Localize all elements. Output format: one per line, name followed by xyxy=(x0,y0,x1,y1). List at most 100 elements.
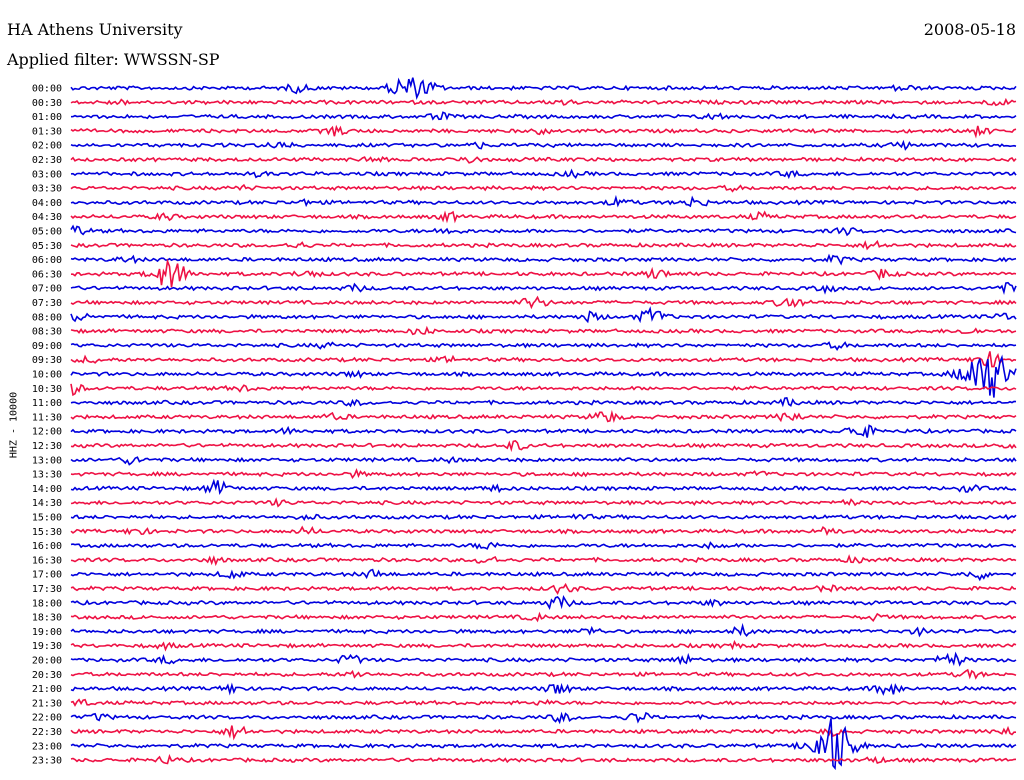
trace-line xyxy=(70,718,1017,771)
trace-line xyxy=(70,239,1017,251)
time-label: 20:30 xyxy=(32,670,62,681)
time-label: 07:30 xyxy=(32,298,62,309)
trace-line xyxy=(71,258,1017,288)
trace-line xyxy=(70,183,1017,193)
trace-line xyxy=(70,168,1017,180)
trace-line xyxy=(70,513,1017,521)
trace-line xyxy=(70,611,1017,623)
trace-line xyxy=(70,397,1017,408)
time-label: 13:30 xyxy=(32,470,62,481)
trace-line xyxy=(70,456,1017,466)
trace-line xyxy=(70,295,1017,310)
trace-line xyxy=(70,668,1017,680)
time-label: 20:00 xyxy=(32,656,62,667)
trace-line xyxy=(70,478,1017,496)
time-label: 23:00 xyxy=(32,741,62,752)
time-label: 10:30 xyxy=(32,384,62,395)
trace-line xyxy=(70,424,1017,438)
trace-line xyxy=(70,210,1017,224)
trace-line xyxy=(70,341,1017,351)
trace-line xyxy=(70,325,1017,336)
time-label: 15:30 xyxy=(32,527,62,538)
trace-line xyxy=(70,306,1017,324)
time-label: 08:30 xyxy=(32,327,62,338)
trace-line xyxy=(70,554,1017,567)
time-label: 01:30 xyxy=(32,126,62,137)
trace-line xyxy=(70,525,1017,537)
station-title: HA Athens University xyxy=(7,20,183,39)
trace-line xyxy=(70,281,1017,295)
time-label: 13:00 xyxy=(32,455,62,466)
trace-line xyxy=(70,354,1017,398)
time-label: 22:00 xyxy=(32,713,62,724)
time-label: 12:30 xyxy=(32,441,62,452)
trace-line xyxy=(70,77,1017,101)
time-label: 03:30 xyxy=(32,184,62,195)
time-label: 09:00 xyxy=(32,341,62,352)
time-label: 18:30 xyxy=(32,613,62,624)
trace-line xyxy=(70,224,1017,237)
trace-line xyxy=(70,194,1017,208)
time-label: 09:30 xyxy=(32,355,62,366)
time-label: 17:30 xyxy=(32,584,62,595)
trace-line xyxy=(70,594,1017,610)
trace-line xyxy=(70,253,1017,266)
time-label: 05:00 xyxy=(32,227,62,238)
time-label: 23:30 xyxy=(32,756,62,767)
time-label-group: 00:00 00:30 01:00 01:30 02:00 02:30 03:00 03:30… xyxy=(32,84,62,767)
time-label: 11:00 xyxy=(32,398,62,409)
time-label: 06:30 xyxy=(32,269,62,280)
time-label: 19:30 xyxy=(32,641,62,652)
time-label: 07:00 xyxy=(32,284,62,295)
time-label: 10:00 xyxy=(32,370,62,381)
time-label: 11:30 xyxy=(32,412,62,423)
time-label: 17:00 xyxy=(32,570,62,581)
trace-line xyxy=(70,622,1017,638)
record-date: 2008-05-18 xyxy=(923,20,1016,39)
trace-line xyxy=(70,711,1017,725)
filter-label: Applied filter: WWSSN-SP xyxy=(7,50,220,69)
time-label: 00:00 xyxy=(32,84,62,95)
trace-line xyxy=(70,753,1017,765)
trace-line xyxy=(70,651,1017,667)
time-label: 03:00 xyxy=(32,169,62,180)
time-label: 04:30 xyxy=(32,212,62,223)
time-label: 21:00 xyxy=(32,684,62,695)
trace-line xyxy=(70,582,1017,596)
time-label: 22:30 xyxy=(32,727,62,738)
trace-line xyxy=(70,124,1017,139)
time-label: 15:00 xyxy=(32,513,62,524)
trace-line xyxy=(70,409,1017,424)
trace-line xyxy=(70,467,1017,480)
time-label: 04:00 xyxy=(32,198,62,209)
trace-line xyxy=(70,139,1017,151)
trace-line xyxy=(70,156,1017,164)
time-label: 19:00 xyxy=(32,627,62,638)
trace-line xyxy=(70,497,1017,508)
trace-line xyxy=(70,541,1017,550)
trace-group xyxy=(70,77,1017,771)
time-label: 05:30 xyxy=(32,241,62,252)
trace-line xyxy=(70,440,1017,453)
time-label: 16:30 xyxy=(32,555,62,566)
trace-line xyxy=(70,383,1017,397)
trace-line xyxy=(70,351,1017,368)
time-label: 14:00 xyxy=(32,484,62,495)
trace-line xyxy=(70,97,1017,107)
time-label: 01:00 xyxy=(32,112,62,123)
trace-line xyxy=(70,698,1017,707)
trace-line xyxy=(70,639,1017,652)
time-label: 08:00 xyxy=(32,312,62,323)
trace-line xyxy=(70,111,1017,121)
trace-line xyxy=(70,725,1016,741)
trace-line xyxy=(70,682,1017,696)
time-label: 16:00 xyxy=(32,541,62,552)
time-label: 06:00 xyxy=(32,255,62,266)
trace-line xyxy=(70,568,1017,582)
time-label: 12:00 xyxy=(32,427,62,438)
time-label: 18:00 xyxy=(32,598,62,609)
time-label: 14:30 xyxy=(32,498,62,509)
time-label: 00:30 xyxy=(32,98,62,109)
time-label: 02:30 xyxy=(32,155,62,166)
